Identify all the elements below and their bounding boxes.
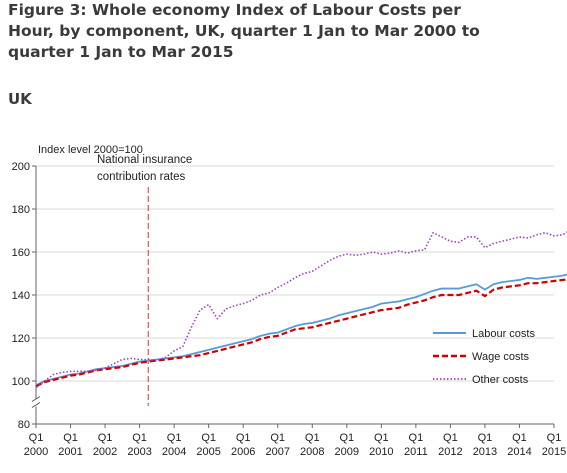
axes [31, 165, 555, 428]
x-tick-label-year: 2014 [507, 446, 531, 458]
x-tick-label-quarter: Q1 [201, 432, 216, 444]
y-tick-label: 160 [12, 247, 30, 259]
x-tick-label-year: 2000 [24, 446, 48, 458]
y-axis-label: Index level 2000=100 [38, 144, 143, 156]
legend: Labour costs Wage costs Other costs [433, 328, 535, 386]
tick-labels: 80 100 120 140 160 180 200 Index level 2000=100… [12, 144, 567, 458]
x-tick-label-year: 2011 [404, 446, 428, 458]
series-line-labour-costs [35, 273, 567, 387]
x-tick-label-year: 2013 [473, 446, 497, 458]
gridlines [36, 165, 554, 382]
x-tick-label-year: 2002 [93, 446, 117, 458]
y-tick-label: 180 [12, 204, 30, 216]
x-tick-label-quarter: Q1 [132, 432, 147, 444]
x-tick-label-year: 2006 [231, 446, 255, 458]
axis-break-gap [32, 398, 40, 407]
x-tick-label-quarter: Q1 [339, 432, 354, 444]
axis-break-mark [31, 402, 41, 408]
x-tick-label-quarter: Q1 [409, 432, 424, 444]
x-tick-label-year: 2005 [196, 446, 220, 458]
x-tick-label-quarter: Q1 [305, 432, 320, 444]
figure-title-line: Figure 3: Whole economy Index of Labour … [8, 1, 461, 19]
x-tick-label-quarter: Q1 [98, 432, 113, 444]
x-tick-label-year: 2004 [162, 446, 186, 458]
x-tick-label-quarter: Q1 [547, 432, 562, 444]
legend-label: Wage costs [472, 351, 530, 363]
legend-label: Other costs [472, 374, 529, 386]
figure-title-line: Hour, by component, UK, quarter 1 Jan to… [8, 22, 480, 40]
x-tick-label-quarter: Q1 [29, 432, 44, 444]
y-tick-label: 140 [12, 290, 30, 302]
y-tick-label: 120 [12, 333, 30, 345]
x-tick-label-year: 2003 [127, 446, 151, 458]
x-tick-label-quarter: Q1 [167, 432, 182, 444]
axis-break-mark [31, 396, 41, 402]
figure-title-line: quarter 1 Jan to Mar 2015 [8, 43, 234, 61]
series [35, 231, 567, 389]
x-tick-label-year: 2012 [438, 446, 462, 458]
y-tick-label: 80 [18, 419, 30, 431]
annotation: National insurance contribution rates [97, 154, 192, 406]
figure-title: Figure 3: Whole economy Index of Labour … [8, 0, 528, 63]
y-tick-label: 100 [12, 376, 30, 388]
x-tick-label-quarter: Q1 [443, 432, 458, 444]
x-tick-label-quarter: Q1 [478, 432, 493, 444]
x-tick-label-year: 2007 [265, 446, 289, 458]
x-tick-label-year: 2015 [542, 446, 566, 458]
x-tick-label-quarter: Q1 [270, 432, 285, 444]
x-tick-label-quarter: Q1 [512, 432, 527, 444]
x-tick-label-year: 2001 [58, 446, 82, 458]
legend-label: Labour costs [472, 328, 535, 340]
series-line-wage-costs [35, 278, 567, 388]
x-tick-label-year: 2009 [335, 446, 359, 458]
y-tick-label: 200 [12, 161, 30, 173]
x-tick-label-quarter: Q1 [236, 432, 251, 444]
x-tick-label-year: 2010 [369, 446, 393, 458]
x-tick-label-quarter: Q1 [63, 432, 78, 444]
x-tick-label-quarter: Q1 [374, 432, 389, 444]
annotation-text: National insurance [97, 154, 192, 166]
region-label: UK [8, 90, 32, 108]
annotation-text: contribution rates [97, 171, 185, 183]
series-line-other-costs [35, 231, 567, 389]
x-tick-label-year: 2008 [300, 446, 324, 458]
